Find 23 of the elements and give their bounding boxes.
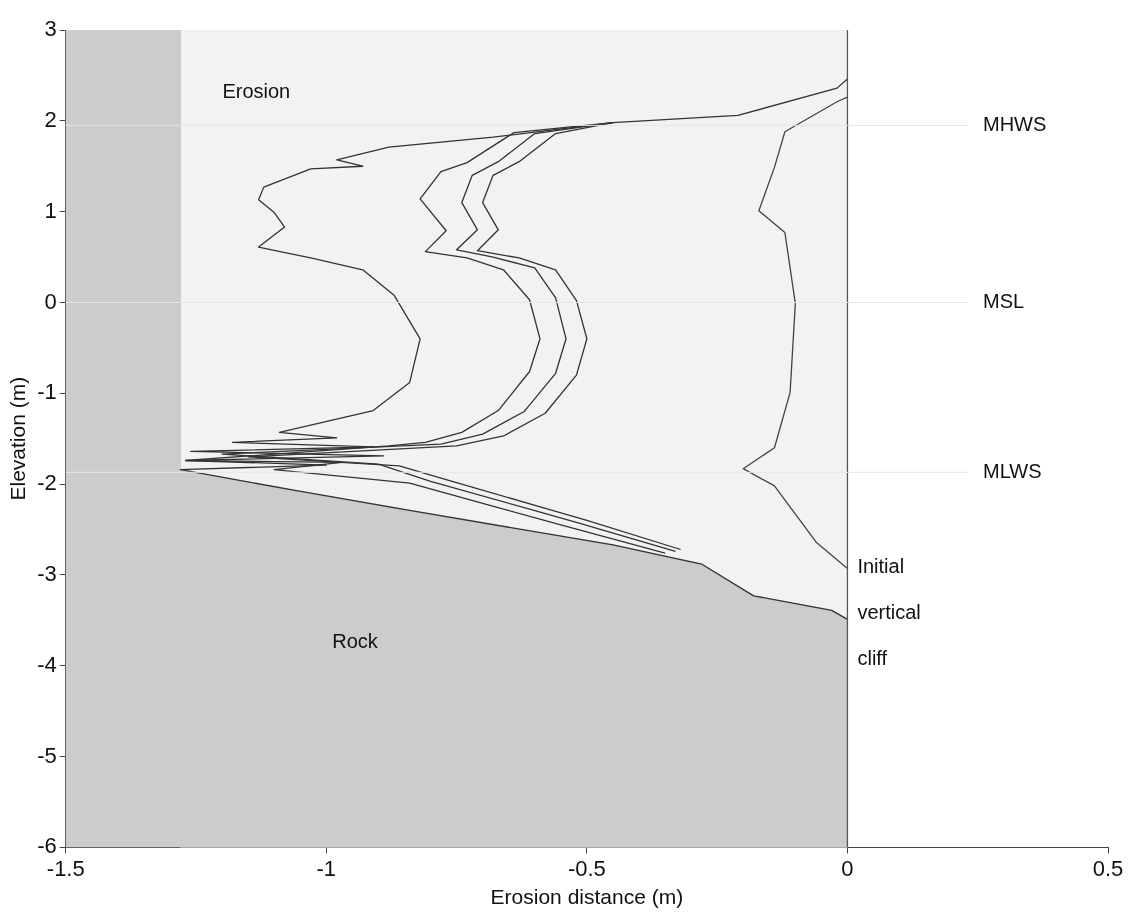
y-axis-title: Elevation (m) <box>6 376 30 501</box>
y-tick-label: -2 <box>37 470 57 496</box>
y-tick-label: 3 <box>44 16 57 42</box>
annotation: cliff <box>857 647 888 670</box>
annotation: Initial <box>857 555 905 578</box>
y-tick-label: -3 <box>37 561 57 586</box>
annotation: vertical <box>857 601 921 624</box>
y-tick-label: 1 <box>44 197 57 223</box>
y-tick-label: 0 <box>44 288 57 314</box>
y-tick-label: -4 <box>37 651 57 677</box>
ref-line-label: MLWS <box>983 459 1042 482</box>
x-tick-label: -0.5 <box>567 855 606 881</box>
band-label: Erosion <box>222 79 291 102</box>
x-tick-label: 0.5 <box>1092 855 1124 881</box>
ref-line-label: MHWS <box>983 112 1047 135</box>
series-label: Rock <box>332 629 379 652</box>
y-tick-label: -1 <box>37 379 57 405</box>
x-tick-label: -1 <box>316 855 337 881</box>
x-tick-label: 0 <box>841 855 854 881</box>
y-tick-label: 2 <box>44 106 57 132</box>
x-axis-title: Erosion distance (m) <box>490 885 684 909</box>
ref-line-label: MSL <box>983 289 1025 312</box>
y-tick-label: -5 <box>37 742 57 768</box>
